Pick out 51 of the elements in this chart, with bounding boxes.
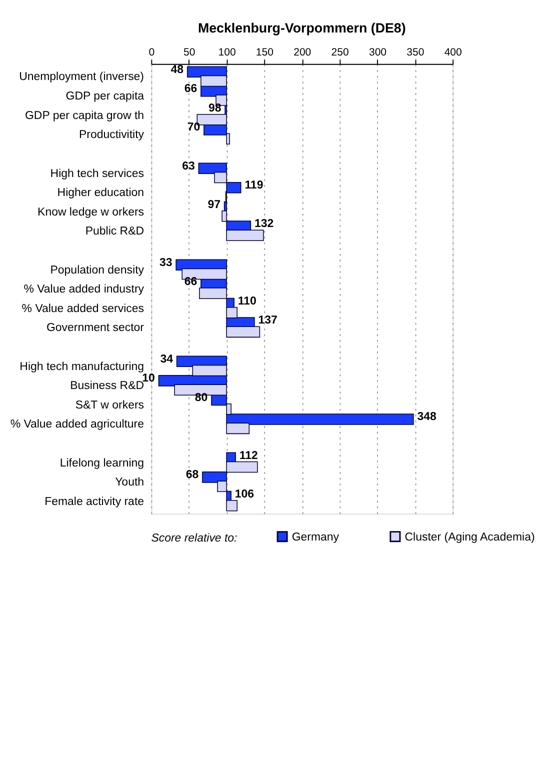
x-tick-label: 150 xyxy=(256,46,274,59)
data-label: 66 xyxy=(184,276,198,288)
y-tick-label: Public R&D xyxy=(85,226,144,238)
y-tick-label: % Value added agriculture xyxy=(10,418,144,431)
x-tick-label: 350 xyxy=(406,46,424,59)
legend-label: Cluster (Aging Academia) xyxy=(404,531,535,544)
data-label: 112 xyxy=(239,450,258,462)
y-tick-label: % Value added services xyxy=(22,302,144,315)
y-tick-label: Government sector xyxy=(46,322,144,334)
legend-label: Germany xyxy=(292,531,340,544)
x-tick-label: 100 xyxy=(218,46,236,59)
y-tick-label: % Value added industry xyxy=(24,284,144,296)
data-label: 106 xyxy=(234,488,254,500)
x-tick-label: 0 xyxy=(148,46,155,59)
x-tick-label: 400 xyxy=(444,46,462,59)
data-label: 34 xyxy=(160,353,174,366)
data-label: 98 xyxy=(208,102,222,114)
data-label: 63 xyxy=(182,160,195,172)
data-label: 70 xyxy=(187,122,200,134)
y-tick-label: Higher education xyxy=(57,187,144,200)
data-label: 110 xyxy=(238,295,256,308)
y-tick-label: S&T w orkers xyxy=(75,399,144,412)
y-tick-label: GDP per capita xyxy=(66,90,145,103)
data-label: 10 xyxy=(142,372,155,385)
data-label: 97 xyxy=(208,198,220,211)
legend-title: Score relative to: xyxy=(151,532,238,544)
chart-title: Mecklenburg-Vorpommern (DE8) xyxy=(198,20,406,36)
y-tick-label: Unemployment (inverse) xyxy=(19,71,144,84)
y-tick-label: GDP per capita grow th xyxy=(25,110,144,122)
data-label: 33 xyxy=(159,256,172,269)
data-label: 48 xyxy=(170,64,184,76)
y-tick-label: High tech manufacturing xyxy=(20,360,144,373)
y-tick-label: Female activity rate xyxy=(44,496,144,508)
y-tick-label: Lifelong learning xyxy=(60,457,144,470)
x-tick-label: 200 xyxy=(294,46,312,59)
y-tick-label: Population density xyxy=(50,264,144,276)
data-label: 80 xyxy=(194,392,208,404)
data-label: 348 xyxy=(417,411,438,424)
data-label: 66 xyxy=(184,83,198,96)
x-tick-label: 50 xyxy=(183,46,196,59)
data-label: 68 xyxy=(186,469,200,482)
y-tick-label: Productivitity xyxy=(78,129,144,142)
data-label: 137 xyxy=(258,314,278,327)
x-tick-label: 250 xyxy=(331,46,349,59)
data-label: 132 xyxy=(254,218,274,230)
y-tick-label: Business R&D xyxy=(70,380,144,392)
data-label: 119 xyxy=(244,180,264,192)
y-tick-label: Know ledge w orkers xyxy=(38,206,144,218)
x-tick-label: 300 xyxy=(368,46,387,59)
y-tick-label: Youth xyxy=(115,476,144,489)
y-tick-label: High tech services xyxy=(50,168,144,180)
